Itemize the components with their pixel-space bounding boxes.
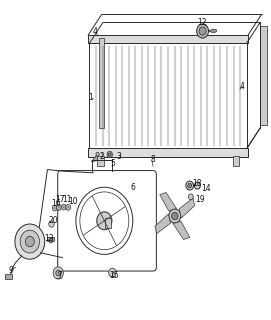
Polygon shape [179,198,195,218]
Text: 6: 6 [130,183,135,192]
Circle shape [169,209,181,223]
Text: 18: 18 [192,180,202,188]
Text: 19: 19 [195,195,205,204]
Text: 20: 20 [48,216,58,225]
Circle shape [96,152,99,156]
Text: 8: 8 [151,156,156,164]
Bar [260,26,267,125]
Circle shape [197,24,209,38]
Circle shape [61,204,66,210]
Circle shape [63,206,65,208]
Circle shape [15,224,45,259]
Text: 4: 4 [240,82,245,91]
Circle shape [97,212,112,230]
Circle shape [172,212,178,220]
Bar [88,148,248,157]
Circle shape [67,206,69,209]
Text: 12: 12 [197,18,207,27]
Circle shape [194,182,200,189]
Polygon shape [160,193,176,211]
Polygon shape [209,29,217,33]
Text: 13: 13 [44,234,54,243]
Text: 7: 7 [57,271,62,280]
Circle shape [188,183,192,188]
Text: 15: 15 [109,271,119,280]
Circle shape [49,221,54,227]
Bar [88,35,248,43]
Circle shape [186,181,193,190]
Text: 16: 16 [51,199,60,208]
Text: 4: 4 [92,28,97,36]
Circle shape [58,206,60,209]
Polygon shape [155,214,170,234]
Circle shape [199,27,206,35]
Circle shape [54,207,56,209]
Bar [105,218,111,228]
Circle shape [53,267,63,279]
Circle shape [52,205,57,211]
Text: 3: 3 [117,152,122,161]
Bar [89,43,247,149]
Circle shape [25,236,34,247]
Text: 5: 5 [110,159,115,168]
Text: 9: 9 [9,266,14,275]
Text: 1: 1 [88,93,93,102]
Circle shape [49,238,53,243]
Circle shape [109,268,116,277]
Circle shape [20,230,40,253]
Circle shape [56,270,61,276]
Bar [97,156,104,166]
Bar [5,274,12,279]
Circle shape [107,151,112,158]
Polygon shape [91,154,101,162]
Text: 17: 17 [55,196,65,204]
Text: 10: 10 [68,197,78,206]
Bar [233,156,239,166]
Circle shape [108,153,111,156]
Text: 11: 11 [62,196,72,204]
Text: 2: 2 [99,152,104,161]
Text: 14: 14 [201,184,211,193]
Bar [99,38,104,128]
Polygon shape [173,221,190,239]
Polygon shape [47,237,54,241]
Circle shape [188,194,193,200]
Circle shape [56,204,61,210]
Circle shape [66,204,71,210]
